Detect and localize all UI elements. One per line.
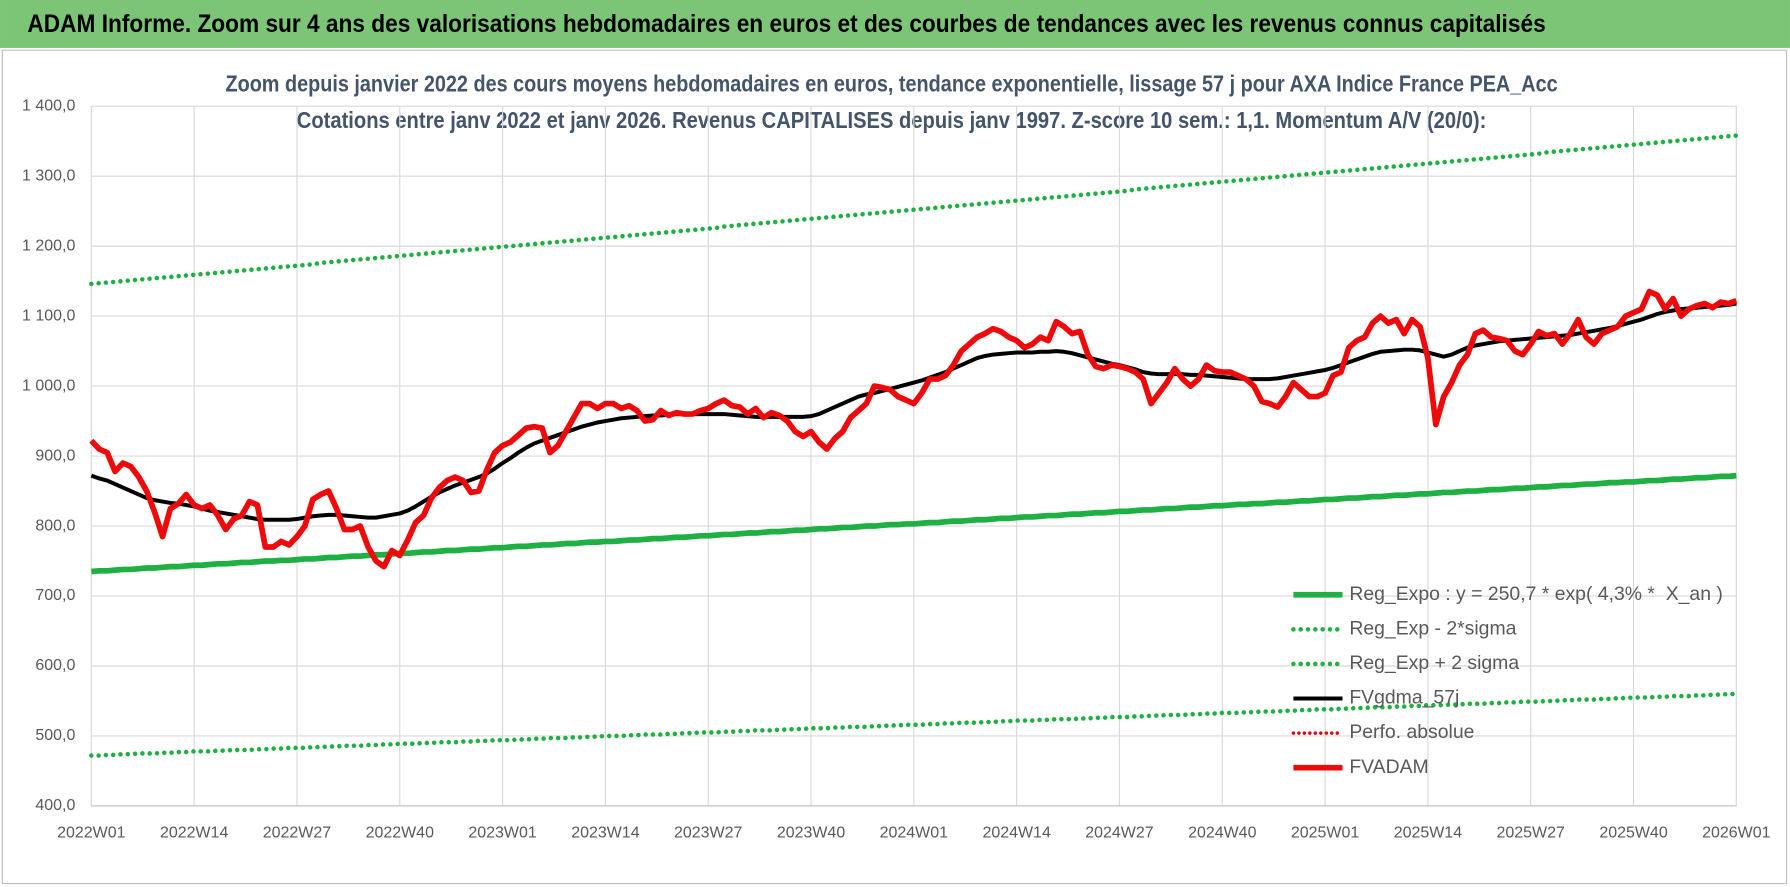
series-line [89, 288, 1738, 570]
legend-label: FVgdma_57j [1349, 687, 1459, 709]
header-bar [0, 0, 1790, 48]
x-tick-label: 2024W40 [1188, 825, 1256, 842]
x-tick-label: 2025W27 [1497, 825, 1565, 842]
x-tick-label: 2026W01 [1702, 825, 1770, 842]
y-tick-label: 1 000,0 [22, 377, 75, 394]
chart-title: Zoom depuis janvier 2022 des cours moyen… [225, 71, 1557, 97]
y-tick-label: 500,0 [35, 727, 75, 744]
series-line [89, 691, 1739, 758]
x-tick-label: 2022W14 [160, 825, 228, 842]
series-line [90, 301, 1737, 522]
y-tick-label: 1 200,0 [22, 237, 75, 254]
legend-label: Perfo. absolue [1349, 721, 1474, 743]
x-tick-label: 2023W01 [468, 825, 536, 842]
x-tick-label: 2023W14 [571, 825, 639, 842]
legend: Reg_Expo : y = 250,7 * exp( 4,3% * X_an … [1291, 583, 1723, 778]
series-line [91, 472, 1737, 575]
y-tick-label: 700,0 [35, 587, 75, 604]
series-line [89, 133, 1739, 287]
x-tick-label: 2022W27 [263, 825, 331, 842]
y-tick-label: 800,0 [35, 517, 75, 534]
x-tick-label: 2024W14 [982, 825, 1050, 842]
x-tick-label: 2023W27 [674, 825, 742, 842]
y-tick-label: 1 300,0 [22, 167, 75, 184]
x-tick-label: 2024W27 [1085, 825, 1153, 842]
y-tick-label: 1 400,0 [22, 97, 75, 114]
x-tick-label: 2025W40 [1599, 825, 1667, 842]
legend-label: Reg_Expo : y = 250,7 * exp( 4,3% * X_an … [1349, 583, 1722, 605]
legend-label: FVADAM [1349, 756, 1428, 778]
y-tick-label: 900,0 [35, 447, 75, 464]
y-tick-label: 1 100,0 [22, 307, 75, 324]
legend-label: Reg_Exp - 2*sigma [1349, 617, 1516, 639]
plot [89, 133, 1739, 758]
chart-border [1, 49, 1788, 885]
x-tick-label: 2023W40 [777, 825, 845, 842]
y-tick-label: 600,0 [35, 657, 75, 674]
chart-subtitle: Cotations entre janv 2022 et janv 2026. … [297, 107, 1487, 133]
x-tick-label: 2024W01 [880, 825, 948, 842]
y-tick-label: 400,0 [35, 797, 75, 814]
x-tick-label: 2025W14 [1394, 825, 1462, 842]
x-tick-label: 2022W01 [57, 825, 125, 842]
x-tick-label: 2022W40 [366, 825, 434, 842]
grid: 400,0 500,0 600,0 700,0 800,0 900,0 1 000,0 1 1… [22, 97, 1771, 841]
legend-label: Reg_Exp + 2 sigma [1349, 652, 1519, 674]
header-title: ADAM Informe. Zoom sur 4 ans des valoris… [27, 10, 1545, 38]
x-tick-label: 2025W01 [1291, 825, 1359, 842]
